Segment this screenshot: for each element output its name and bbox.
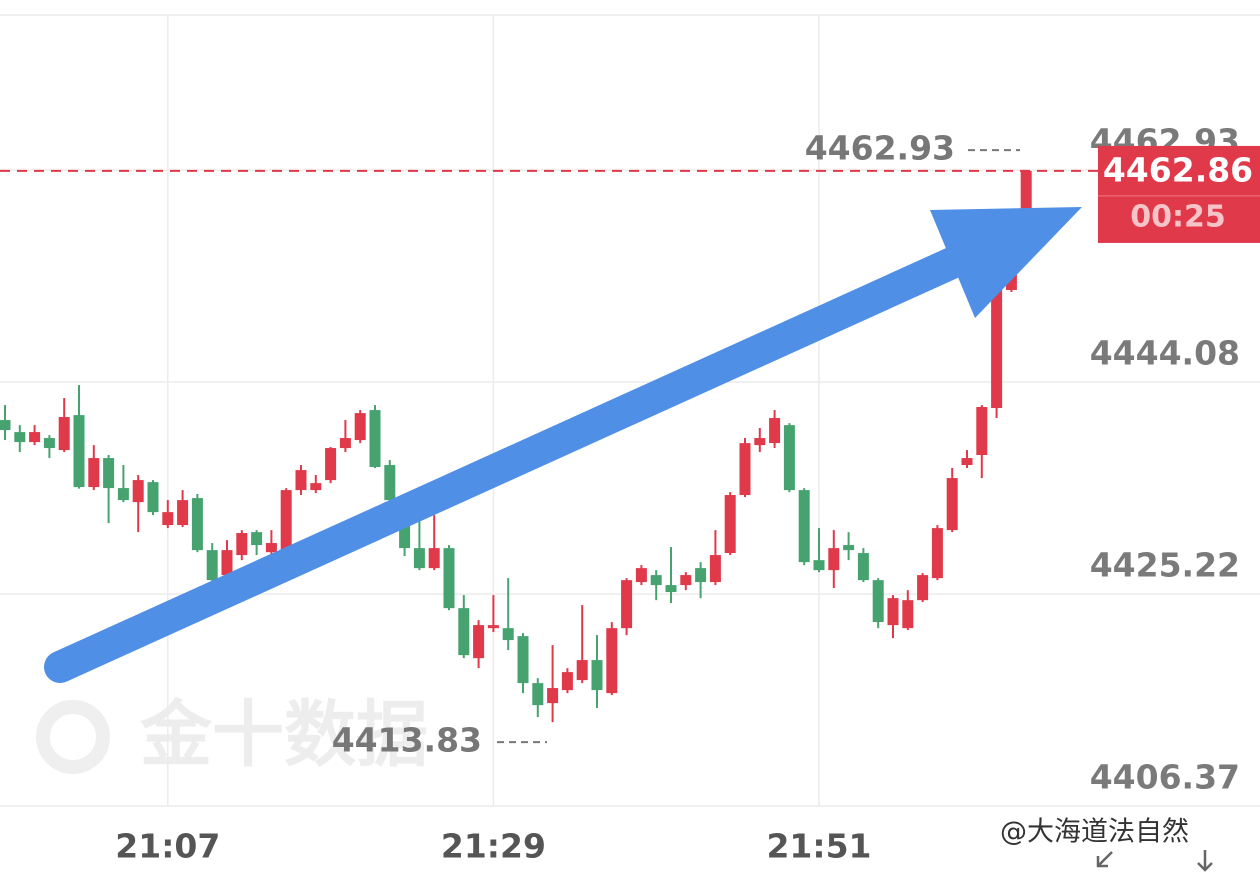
candle-body <box>680 575 692 586</box>
candle-body <box>798 490 810 563</box>
high-annotation: 4462.93 <box>805 129 955 168</box>
candle-body <box>843 545 855 551</box>
candle-body <box>650 575 662 586</box>
credit: @大海道法自然 <box>1000 817 1189 848</box>
x-tick-label: 21:29 <box>441 827 546 866</box>
candle-body <box>191 498 203 551</box>
candle-body <box>502 628 514 641</box>
candle-body <box>547 688 559 704</box>
y-tick-label: 4425.22 <box>1090 546 1240 585</box>
x-tick-label: 21:07 <box>115 827 220 866</box>
candle-body <box>177 500 189 526</box>
plot <box>0 15 1260 807</box>
watermark-text: 金十数据 <box>139 693 428 777</box>
candle-body <box>739 443 751 496</box>
candle-body <box>280 490 292 551</box>
candle-body <box>0 420 11 431</box>
arrow-head <box>930 207 1082 318</box>
last-price-label: 4462.86 <box>1103 150 1253 189</box>
candle-body <box>532 683 544 706</box>
candle-body <box>428 548 440 569</box>
candle-body <box>591 660 603 691</box>
countdown: 00:25 <box>1130 199 1226 234</box>
candle-body <box>354 413 366 441</box>
price-tag <box>1098 145 1260 243</box>
candle-body <box>29 432 41 443</box>
watermark-logo <box>36 700 110 774</box>
candle-body <box>88 458 100 488</box>
candle-body <box>251 532 263 546</box>
candle-body <box>117 488 129 501</box>
candle-body <box>132 480 144 503</box>
candle-body <box>561 672 573 691</box>
collapse-icon[interactable] <box>1096 851 1113 868</box>
candle-body <box>709 555 721 583</box>
candle-body <box>754 438 766 446</box>
candle-body <box>162 512 174 526</box>
candle-body <box>917 575 929 601</box>
candle-body <box>665 585 677 593</box>
candle-body <box>887 598 899 626</box>
y-tick-label: 4444.08 <box>1090 334 1240 373</box>
candle-body <box>1020 170 1032 226</box>
candle-body <box>310 483 322 491</box>
candle-body <box>576 660 588 681</box>
candle-body <box>295 470 307 491</box>
candle-body <box>265 543 277 553</box>
candle-body <box>43 438 55 449</box>
candle-body <box>724 495 736 554</box>
low-annotation: 4413.83 <box>332 721 482 760</box>
candle-body <box>931 528 943 579</box>
candle-body <box>58 417 70 451</box>
candle-body <box>635 568 647 583</box>
x-tick-label: 21:51 <box>766 827 871 866</box>
candle-body <box>339 438 351 449</box>
candle-body <box>621 580 633 629</box>
candle-body <box>991 285 1003 409</box>
candle-body <box>206 550 218 581</box>
candle-body <box>473 625 485 659</box>
candle-body <box>695 568 707 583</box>
watermark: 金十数据 <box>36 693 428 777</box>
y-tick-label: 4406.37 <box>1090 758 1240 797</box>
candle-body <box>458 608 470 656</box>
candle-body <box>946 478 958 531</box>
candle-body <box>443 548 455 609</box>
candle-body <box>236 533 248 556</box>
candle-body <box>487 625 499 629</box>
candle-body <box>857 553 869 581</box>
candle-body <box>606 628 618 694</box>
candle-body <box>976 407 988 456</box>
arrow-shaft <box>44 232 1001 683</box>
candle-body <box>813 560 825 571</box>
candle-body <box>14 432 26 443</box>
candle-body <box>517 636 529 684</box>
candle-body <box>961 458 973 466</box>
candle-body <box>325 448 337 481</box>
candle-body <box>413 548 425 569</box>
candle-body <box>384 465 396 501</box>
candle-body <box>369 410 381 468</box>
candle-body <box>902 600 914 629</box>
trend-arrow <box>44 207 1082 683</box>
candle-body <box>73 415 85 488</box>
candle-body <box>872 580 884 623</box>
candle-body <box>147 482 159 513</box>
candle-body <box>221 550 233 576</box>
candle-body <box>103 458 115 489</box>
candle-body <box>828 548 840 571</box>
candle-body <box>783 425 795 491</box>
candle-body <box>769 418 781 444</box>
scroll-icon[interactable] <box>1197 850 1213 872</box>
